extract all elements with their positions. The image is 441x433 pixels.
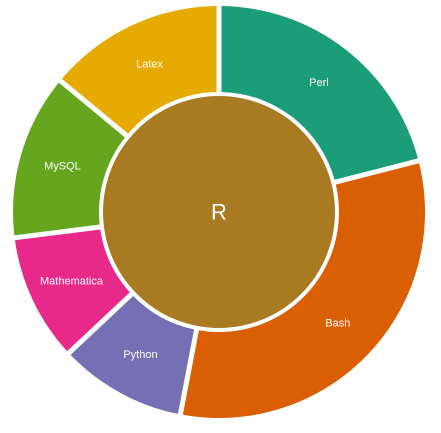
center-label: R xyxy=(211,200,227,225)
slice-label-bash: Bash xyxy=(325,318,350,330)
slice-label-python: Python xyxy=(123,349,157,361)
slice-mysql[interactable] xyxy=(12,82,125,236)
slice-label-perl: Perl xyxy=(309,77,329,89)
slice-python[interactable] xyxy=(70,295,195,414)
slice-perl[interactable] xyxy=(221,6,418,180)
slice-label-latex: Latex xyxy=(136,59,163,71)
slice-bash[interactable] xyxy=(182,163,426,418)
center-disc[interactable] xyxy=(103,96,335,328)
slice-mathematica[interactable] xyxy=(14,229,130,352)
slice-label-mysql: MySQL xyxy=(44,161,81,173)
slice-latex[interactable] xyxy=(61,6,217,134)
slice-labels: Perl Bash Python Mathematica MySQL Latex xyxy=(40,59,350,361)
outer-ring xyxy=(12,6,426,418)
slice-label-mathematica: Mathematica xyxy=(40,275,104,287)
